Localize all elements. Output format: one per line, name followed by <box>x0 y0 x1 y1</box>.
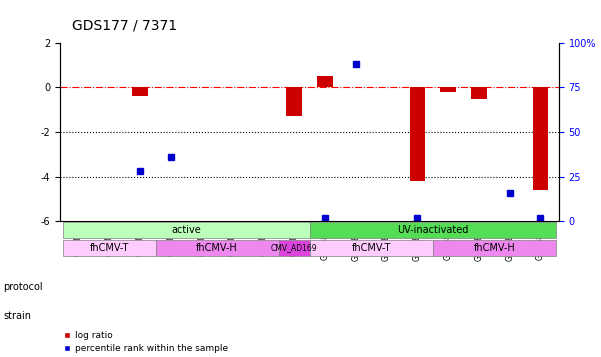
Bar <box>471 87 487 99</box>
Text: active: active <box>171 225 201 235</box>
Bar <box>441 87 456 92</box>
FancyBboxPatch shape <box>310 222 556 238</box>
Text: fhCMV-H: fhCMV-H <box>197 243 238 253</box>
Bar <box>317 76 332 87</box>
FancyBboxPatch shape <box>279 240 310 256</box>
Text: protocol: protocol <box>3 282 43 292</box>
Bar <box>132 87 148 96</box>
Text: fhCMV-T: fhCMV-T <box>352 243 391 253</box>
Text: fhCMV-T: fhCMV-T <box>90 243 129 253</box>
FancyBboxPatch shape <box>433 240 556 256</box>
FancyBboxPatch shape <box>310 240 433 256</box>
FancyBboxPatch shape <box>156 240 279 256</box>
Text: CMV_AD169: CMV_AD169 <box>271 243 317 253</box>
Text: GDS177 / 7371: GDS177 / 7371 <box>72 18 177 32</box>
Bar <box>410 87 425 181</box>
Text: strain: strain <box>3 311 31 321</box>
Bar <box>287 87 302 116</box>
FancyBboxPatch shape <box>63 240 156 256</box>
Legend: log ratio, percentile rank within the sample: log ratio, percentile rank within the sa… <box>60 327 231 357</box>
Text: UV-inactivated: UV-inactivated <box>397 225 468 235</box>
Text: fhCMV-H: fhCMV-H <box>474 243 515 253</box>
FancyBboxPatch shape <box>63 222 310 238</box>
Bar <box>532 87 548 190</box>
